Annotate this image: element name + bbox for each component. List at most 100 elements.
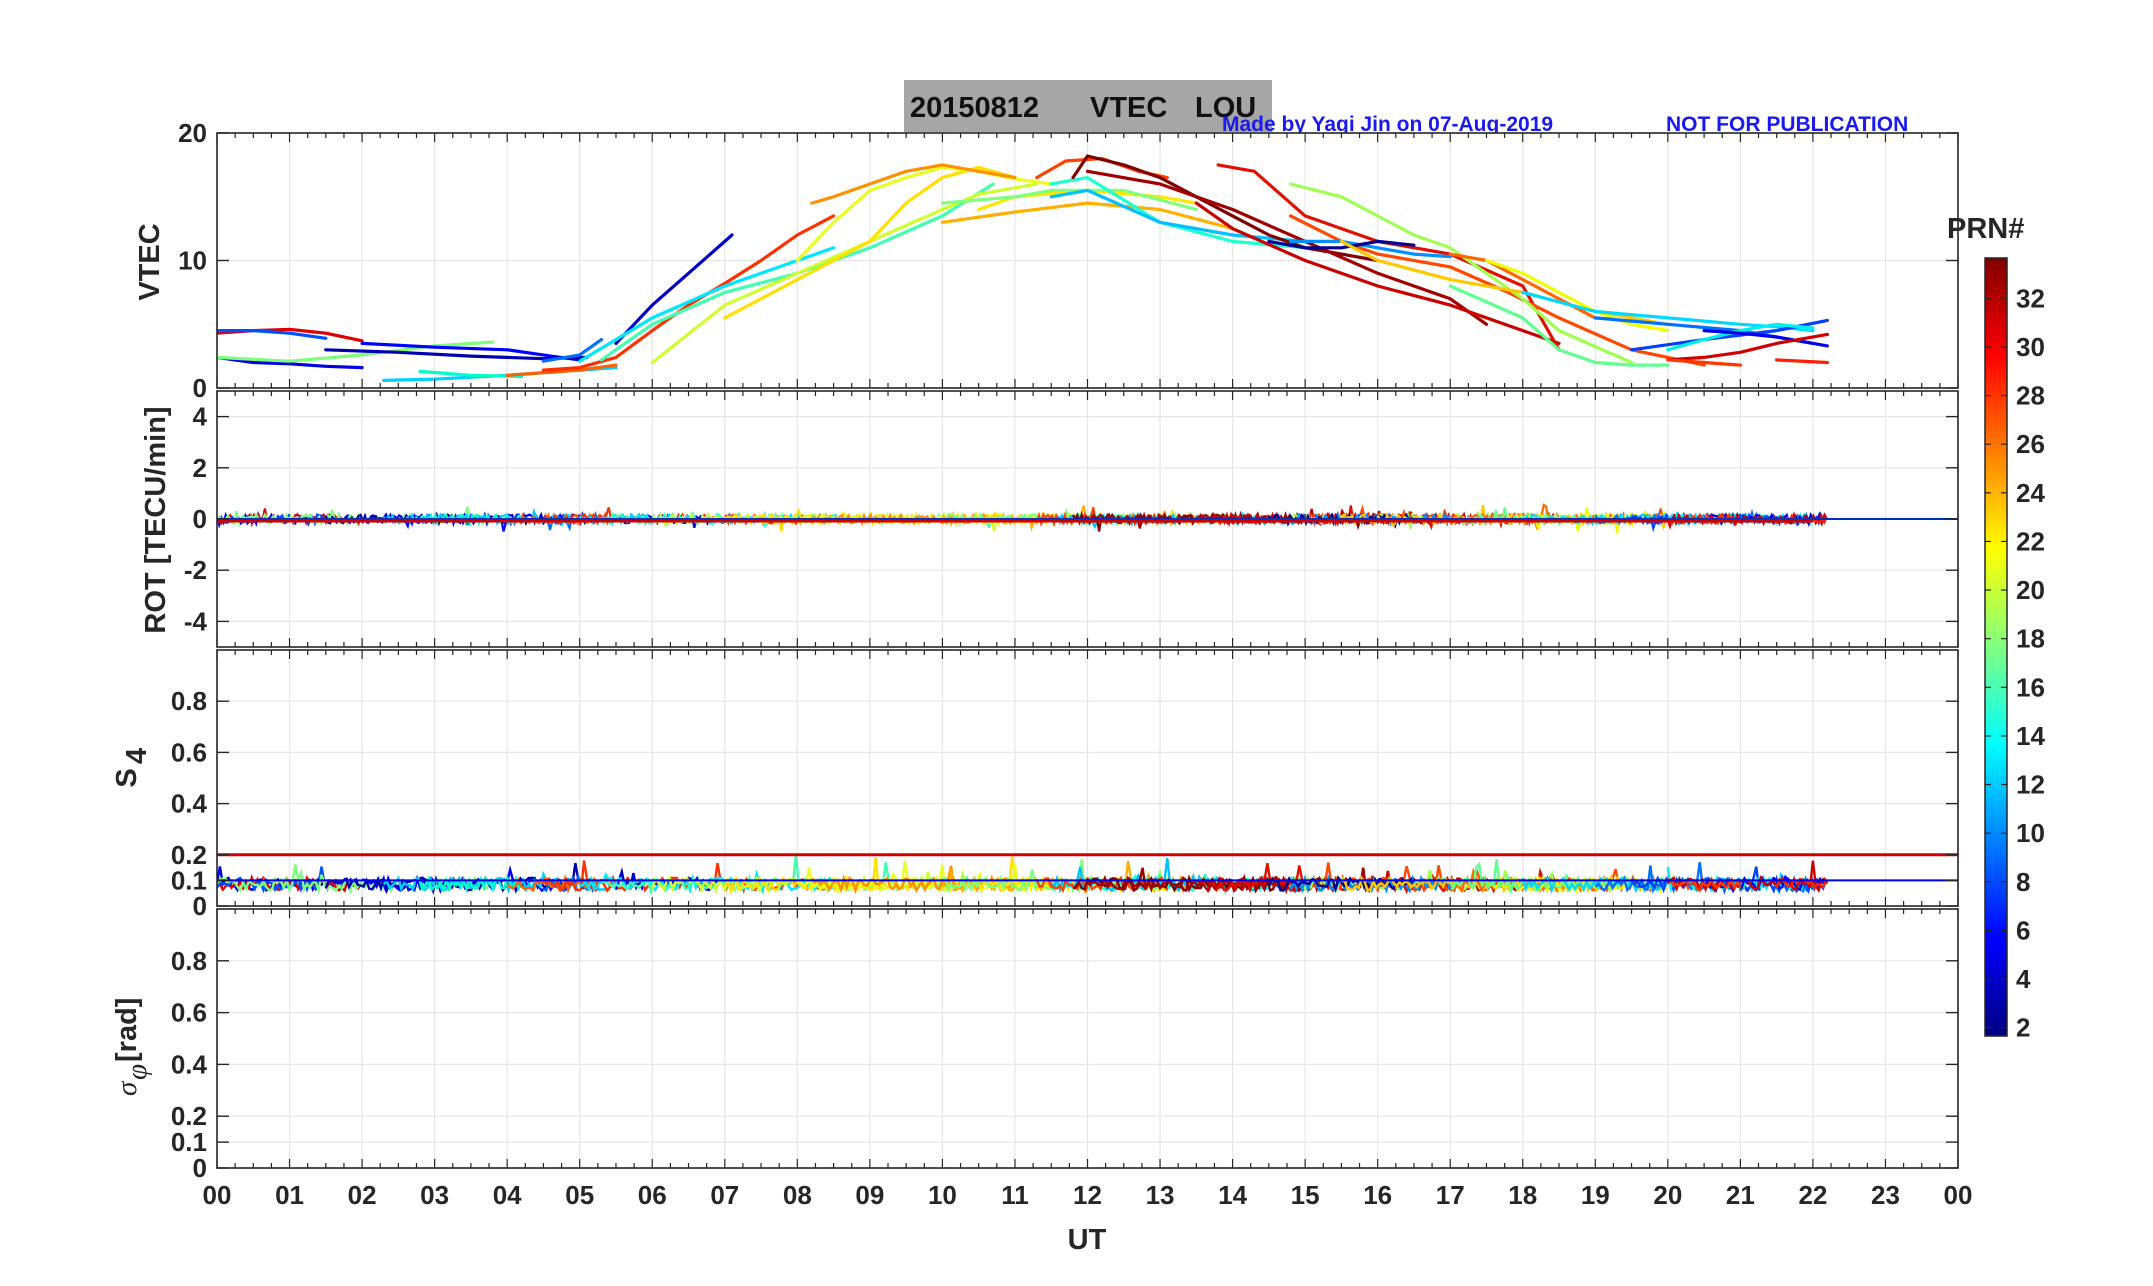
colorbar-tick-label: 22	[2016, 526, 2045, 556]
vtec-ylabel: VTEC	[134, 223, 166, 300]
x-tick-label: 00	[203, 1180, 232, 1210]
rot-ytick-label: 4	[193, 402, 208, 432]
x-tick-label: 08	[783, 1180, 812, 1210]
vtec-series-prn-20	[1484, 258, 1670, 333]
vtec-series-prn-12	[578, 246, 836, 363]
sigma-ytick-label: 0	[193, 1153, 207, 1183]
colorbar-tick-label: 30	[2016, 332, 2045, 362]
x-tick-label: 04	[493, 1180, 522, 1210]
sigma-ytick-label: 0.6	[171, 998, 207, 1028]
vtec-series-prn-15	[217, 340, 495, 363]
sigma-ytick-label: 0.4	[171, 1049, 208, 1079]
s4-panel: 0.8 0.6 0.4 0.20.10	[171, 649, 1959, 921]
x-tick-label: 11	[1001, 1180, 1029, 1210]
x-tick-label: 12	[1073, 1180, 1102, 1210]
sigma-ylabel-symbol: σ	[111, 1080, 143, 1096]
colorbar-tick-label: 10	[2016, 818, 2045, 848]
colorbar-label: PRN#	[1947, 213, 2024, 245]
x-tick-label: 16	[1363, 1180, 1392, 1210]
vtec-series-prn-5	[614, 233, 734, 345]
vtec-series-prn-27	[541, 214, 836, 372]
x-tick-label: 21	[1726, 1180, 1755, 1210]
sigma-ytick-label: 0.2	[171, 1101, 207, 1131]
rot-panel: 4 2 0 -2 -4	[184, 390, 1959, 648]
vtec-series-prn-12	[1666, 322, 1815, 352]
sigma-ytick-label: 0.1	[171, 1127, 207, 1157]
x-tick-label: 15	[1291, 1180, 1320, 1210]
vtec-ytick-label: 10	[178, 246, 207, 276]
vtec-series-prn-7	[541, 338, 604, 363]
colorbar-tick-label: 28	[2016, 381, 2045, 411]
colorbar-tick-label: 16	[2016, 672, 2045, 702]
x-tick-label: 05	[565, 1180, 594, 1210]
vtec-series-prn-11	[1521, 290, 1815, 333]
vtec-ytick-label: 0	[193, 373, 207, 403]
title-date: 20150812	[910, 92, 1039, 124]
s4-ylabel-main: S	[111, 768, 143, 787]
x-tick-label: 20	[1653, 1180, 1682, 1210]
colorbar-tick-label: 20	[2016, 575, 2045, 605]
sigma-ylabel: σ φ [rad]	[111, 998, 153, 1096]
s4-ytick-label: 0	[193, 891, 207, 921]
x-tick-label: 03	[420, 1180, 449, 1210]
vtec-series-prn-26	[1666, 358, 1743, 367]
x-tick-label: 17	[1436, 1180, 1465, 1210]
x-tick-label: 13	[1146, 1180, 1175, 1210]
x-tick-label: 01	[275, 1180, 304, 1210]
s4-ytick-label: 0.2	[171, 840, 207, 870]
vtec-series-prn-30	[1666, 332, 1830, 362]
vtec-series-prn-24	[810, 163, 1017, 205]
vtec-series-prn-15	[1448, 284, 1670, 367]
credit-text: Made by Yaqi Jin on 07-Aug-2019	[1222, 113, 1553, 136]
colorbar-scale	[1984, 257, 2008, 1037]
vtec-series-prn-8	[217, 329, 328, 340]
vtec-series-prn-13	[418, 369, 524, 379]
vtec-series-prn-16	[940, 188, 1198, 212]
colorbar-tick-label: 8	[2016, 867, 2030, 897]
x-axis-label: UT	[1068, 1224, 1107, 1256]
x-tick-label: 23	[1871, 1180, 1900, 1210]
x-tick-label: 09	[855, 1180, 884, 1210]
colorbar: PRN# 32 30 28 26 24 22 20 18 16 14 12 10 8 6 4 2	[1947, 213, 2045, 1043]
vtec-series-prn-23	[940, 201, 1235, 231]
x-tick-label: 02	[348, 1180, 377, 1210]
vtec-series-prn-29	[1194, 201, 1561, 345]
rot-ylabel: ROT [TECU/min]	[140, 406, 172, 633]
sigma-ytick-label: 0.8	[171, 946, 207, 976]
title-station: LOU	[1195, 92, 1256, 124]
vtec-ytick-label: 20	[178, 118, 207, 148]
vtec-panel: 0 10 20	[178, 118, 1959, 403]
s4-ylabel: S 4	[111, 748, 153, 788]
x-tick-label: 18	[1508, 1180, 1537, 1210]
vtec-series-prn-10	[1049, 188, 1307, 243]
s4-ytick-label: 0.1	[171, 865, 207, 895]
sigma-ylabel-unit: [rad]	[111, 998, 143, 1062]
rot-ytick-label: 2	[193, 453, 207, 483]
x-tick-label: 07	[710, 1180, 739, 1210]
x-tick-label: 22	[1798, 1180, 1827, 1210]
vtec-series-prn-25	[505, 363, 618, 377]
vtec-series-prn-1	[1267, 239, 1416, 250]
x-tick-label: 14	[1218, 1180, 1247, 1210]
s4-ytick-label: 0.6	[171, 737, 207, 767]
x-tick-label: 06	[638, 1180, 667, 1210]
vtec-series-prn-9	[1288, 239, 1452, 259]
colorbar-tick-label: 32	[2016, 283, 2045, 313]
rot-ytick-label: -2	[184, 555, 207, 585]
colorbar-tick-label: 24	[2016, 478, 2045, 508]
colorbar-tick-label: 4	[2016, 964, 2031, 994]
s4-ytick-label: 0.4	[171, 789, 208, 819]
title-product: VTEC	[1090, 92, 1167, 124]
s4-series-prn-26	[1667, 876, 1742, 892]
sigma-ylabel-sub: φ	[121, 1064, 153, 1080]
colorbar-tick-label: 2	[2016, 1013, 2030, 1043]
vtec-series-prn-21	[723, 165, 1017, 320]
colorbar-tick-label: 14	[2016, 721, 2045, 751]
s4-ytick-label: 0.8	[171, 686, 207, 716]
vtec-series-prn-3	[1702, 329, 1830, 348]
colorbar-tick-label: 18	[2016, 624, 2045, 654]
x-tick-label: 00	[1944, 1180, 1973, 1210]
x-tick-label: 10	[928, 1180, 957, 1210]
